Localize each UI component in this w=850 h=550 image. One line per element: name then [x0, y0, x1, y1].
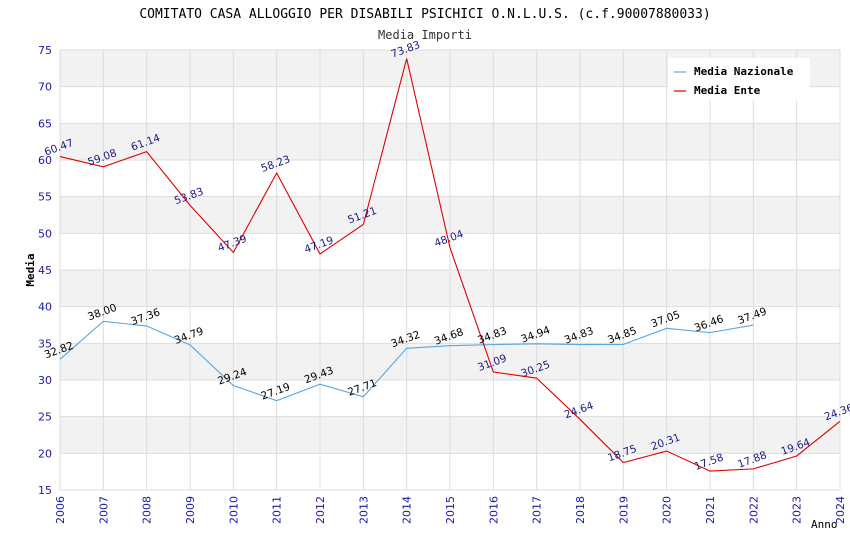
x-tick-label: 2007 [97, 496, 110, 524]
x-tick-label: 2012 [314, 496, 327, 524]
x-axis-ticks: 2006 2007 2008 2009 2010 2011 2012 2013 2014 2015… [54, 496, 847, 524]
x-tick-label: 2015 [444, 496, 457, 524]
series-lines [59, 58, 841, 472]
x-tick-label: 2023 [791, 496, 804, 524]
legend-label-ente: Media Ente [694, 84, 761, 97]
legend: Media Nazionale Media Ente [668, 58, 810, 100]
x-tick-label: 2011 [271, 496, 284, 524]
x-tick-label: 2016 [487, 496, 500, 524]
chart-subtitle: Media Importi [378, 28, 472, 42]
x-tick-label: 2018 [574, 496, 587, 524]
x-tick-label: 2022 [747, 496, 760, 524]
y-tick-label: 20 [38, 447, 52, 460]
y-tick-label: 40 [38, 301, 52, 314]
x-tick-label: 2017 [531, 496, 544, 524]
y-tick-label: 35 [38, 337, 52, 350]
data-label: 37.05 [649, 309, 681, 331]
legend-box [668, 58, 810, 100]
x-tick-label: 2013 [357, 496, 370, 524]
x-axis-label: Anno [811, 518, 838, 531]
data-label: 34.94 [519, 324, 552, 346]
y-tick-label: 50 [38, 227, 52, 240]
y-tick-label: 70 [38, 81, 52, 94]
series-line-1 [59, 58, 841, 472]
chart-title: COMITATO CASA ALLOGGIO PER DISABILI PSIC… [139, 7, 710, 22]
y-tick-label: 60 [38, 154, 52, 167]
y-tick-label: 25 [38, 411, 52, 424]
data-label: 37.36 [129, 306, 162, 328]
y-tick-label: 45 [38, 264, 52, 277]
x-tick-label: 2019 [617, 496, 630, 524]
y-tick-label: 55 [38, 191, 52, 204]
x-tick-label: 2008 [141, 496, 154, 524]
x-tick-label: 2010 [227, 496, 240, 524]
data-label: 37.49 [736, 305, 768, 327]
y-tick-label: 75 [38, 44, 52, 57]
data-label: 27.19 [259, 381, 291, 403]
data-label: 17.58 [693, 451, 725, 473]
legend-label-nazionale: Media Nazionale [694, 65, 794, 78]
x-tick-label: 2024 [834, 496, 847, 524]
y-axis-label: Media [24, 253, 37, 286]
y-axis-ticks: 15 20 25 30 35 40 45 50 55 60 65 70 75 [38, 44, 52, 497]
grid-lines [59, 49, 841, 491]
x-tick-label: 2014 [401, 496, 414, 524]
x-tick-label: 2020 [661, 496, 674, 524]
series-line-0 [59, 320, 754, 402]
x-tick-label: 2009 [184, 496, 197, 524]
y-tick-label: 15 [38, 484, 52, 497]
y-tick-label: 30 [38, 374, 52, 387]
x-tick-label: 2021 [704, 496, 717, 524]
y-tick-label: 65 [38, 117, 52, 130]
x-tick-label: 2006 [54, 496, 67, 524]
